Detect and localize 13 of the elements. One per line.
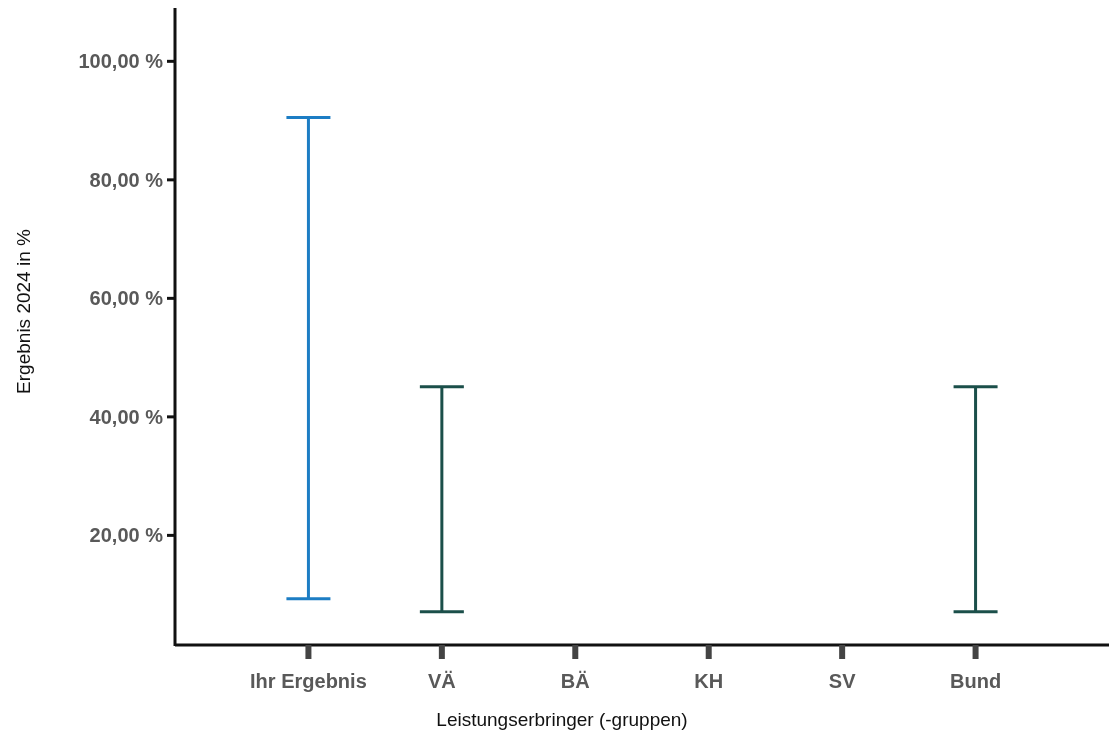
x-tick-label: SV bbox=[828, 670, 857, 692]
x-tick-label: VÄ bbox=[427, 670, 456, 692]
x-axis-title: Leistungserbringer (-gruppen) bbox=[436, 709, 688, 730]
y-axis-title: Ergebnis 2024 in % bbox=[13, 229, 34, 394]
y-tick-label: 60,00 % bbox=[89, 287, 164, 310]
y-tick-label: 100,00 % bbox=[78, 50, 164, 73]
x-tick-label: Ihr Ergebnis bbox=[250, 670, 367, 692]
x-tick-label: KH bbox=[694, 670, 724, 692]
x-tick-label: Bund bbox=[950, 670, 1002, 692]
y-tick-label: 80,00 % bbox=[89, 168, 164, 191]
y-tick-label: 40,00 % bbox=[89, 405, 164, 428]
y-tick-label: 20,00 % bbox=[89, 524, 164, 547]
x-tick-label: BÄ bbox=[560, 670, 590, 692]
